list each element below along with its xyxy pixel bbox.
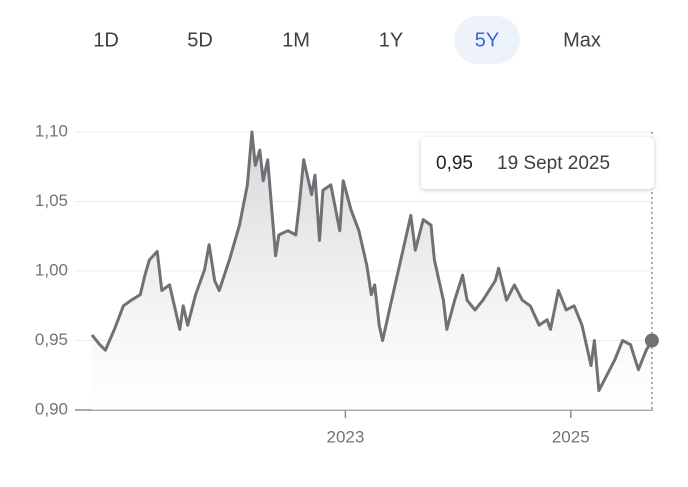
y-tick-label: 1,05 [35, 191, 68, 210]
line [90, 130, 654, 392]
range-button[interactable]: Max [563, 29, 601, 51]
x-tick-label: 2025 [552, 427, 590, 446]
range-button[interactable]: 1D [93, 29, 119, 51]
tooltip-box [421, 137, 654, 189]
range-button[interactable]: 1Y [379, 29, 403, 51]
area [91, 132, 652, 410]
y-tick-label: 0,90 [35, 399, 68, 418]
tooltip: 0,95 19 Sept 2025 [421, 137, 654, 189]
x-tick-label: 2023 [326, 427, 364, 446]
range-button[interactable]: 1M [282, 29, 310, 51]
last-point [644, 333, 659, 348]
range-button[interactable]: 5Y [454, 16, 520, 64]
y-tick-label: 1,00 [35, 260, 68, 279]
range-label: 1M [282, 29, 310, 51]
range-button[interactable]: 5D [187, 29, 213, 51]
range-label: 1D [93, 29, 119, 51]
y-tick-label: 1,10 [35, 121, 68, 140]
tooltip-value: 0,95 [436, 153, 473, 174]
range-label: 5Y [475, 29, 499, 51]
range-button-bg [454, 16, 520, 64]
range-label: 1Y [379, 29, 403, 51]
tooltip-date: 19 Sept 2025 [497, 153, 610, 174]
range-label: Max [563, 29, 601, 51]
range-label: 5D [187, 29, 213, 51]
y-tick-label: 0,95 [35, 330, 68, 349]
